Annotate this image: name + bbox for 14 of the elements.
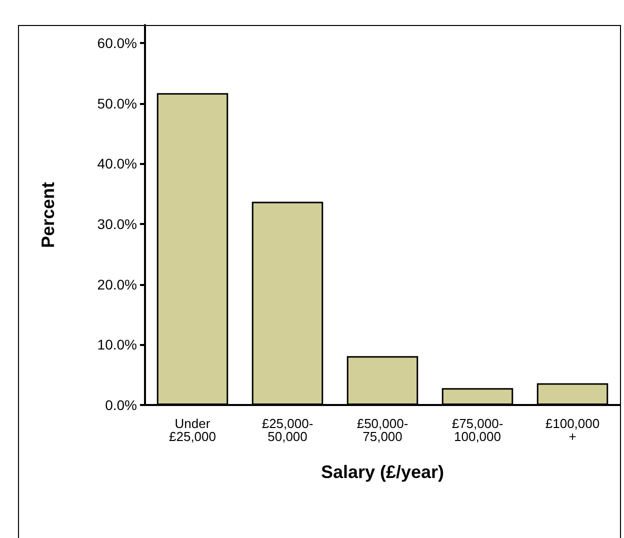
- x-tick-label: £100,000 +: [545, 416, 600, 444]
- y-tick-label: 0.0%: [105, 397, 137, 413]
- y-tick-label: 50.0%: [97, 95, 137, 112]
- x-tick-label: Under £25,000: [169, 416, 216, 444]
- y-tick-label: 30.0%: [97, 216, 137, 232]
- y-tick-label: 10.0%: [97, 336, 137, 353]
- y-tick-label: 60.0%: [97, 35, 137, 52]
- y-axis-title: Percent: [38, 182, 58, 248]
- y-tick-label: 40.0%: [97, 156, 137, 172]
- x-tick-label: £75,000- 100,000: [452, 416, 504, 444]
- y-tick-label: 20.0%: [97, 276, 137, 292]
- x-tick-label: £50,000- 75,000: [356, 416, 408, 444]
- x-tick-label: £25,000- 50,000: [262, 416, 314, 444]
- x-axis-title: Salary (£/year): [320, 462, 444, 482]
